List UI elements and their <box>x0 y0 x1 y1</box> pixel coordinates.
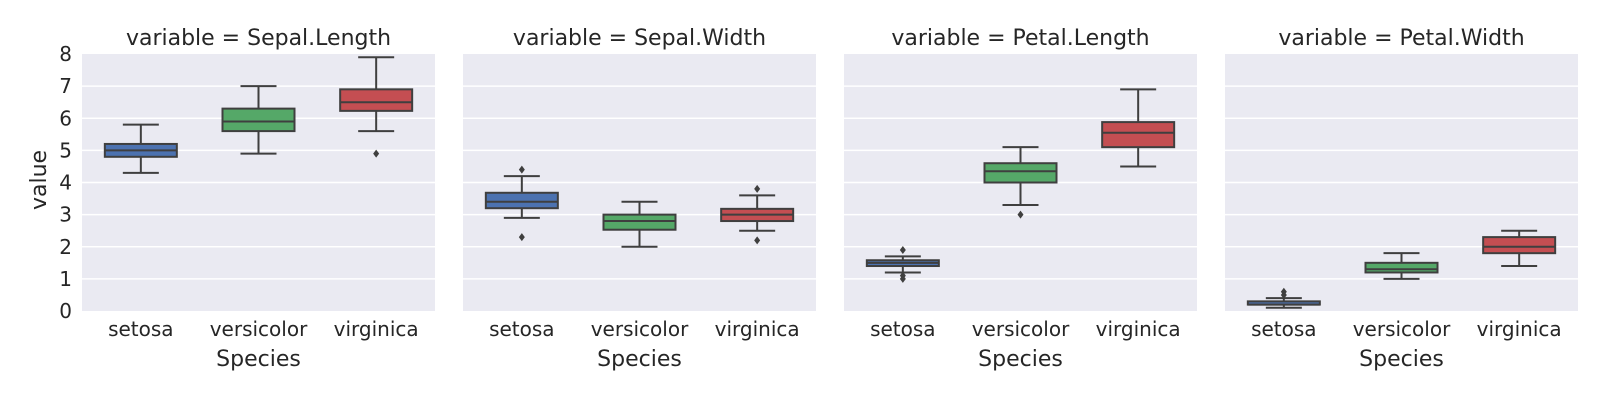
x-tick-label: versicolor <box>972 317 1070 341</box>
outlier-point <box>518 233 525 242</box>
y-tick-label: 7 <box>59 74 72 98</box>
facet-title: variable = Sepal.Length <box>126 26 391 51</box>
y-tick-label: 0 <box>59 299 72 323</box>
x-tick-label: versicolor <box>210 317 308 341</box>
outlier-point <box>899 274 906 283</box>
x-tick-label: versicolor <box>1353 317 1451 341</box>
x-tick-label: setosa <box>870 317 935 341</box>
box-iqr <box>484 191 559 210</box>
outlier-point <box>373 149 380 158</box>
outlier-point <box>899 245 906 254</box>
y-tick-label: 2 <box>59 235 72 259</box>
box-versicolor <box>1364 252 1439 280</box>
outlier-point <box>518 165 525 174</box>
outlier-point <box>1017 210 1024 219</box>
box-virginica <box>1482 229 1557 268</box>
outlier-point <box>754 184 761 193</box>
box-iqr <box>602 213 677 231</box>
y-tick-label: 8 <box>59 42 72 66</box>
box-setosa <box>865 245 940 283</box>
x-tick-label: versicolor <box>591 317 689 341</box>
box-iqr <box>983 162 1058 184</box>
box-setosa <box>103 123 178 174</box>
facet-panel: variable = Petal.Width setosa versicolor vi… <box>1225 26 1578 372</box>
facet-title: variable = Sepal.Width <box>513 26 766 51</box>
outlier-point <box>1280 287 1287 296</box>
box-versicolor <box>221 85 296 155</box>
facet-title: variable = Petal.Length <box>891 26 1149 51</box>
x-axis-label: Species <box>1359 347 1444 372</box>
facet-panel: variable = Petal.Length setosa versicolor v… <box>844 26 1197 372</box>
box-virginica <box>339 56 414 158</box>
facet-title: variable = Petal.Width <box>1278 26 1524 51</box>
x-tick-label: setosa <box>1251 317 1316 341</box>
box-versicolor <box>983 146 1058 219</box>
facet-panel: variable = Sepal.Width setosa versicolor vi… <box>463 26 816 372</box>
outlier-point <box>754 236 761 245</box>
box-versicolor <box>602 200 677 248</box>
box-iqr <box>221 107 296 133</box>
facet-panel: variable = Sepal.Length setosa versicolor v… <box>82 26 435 372</box>
x-tick-label: virginica <box>1096 317 1181 341</box>
y-tick-label: 6 <box>59 106 72 130</box>
x-tick-label: virginica <box>1477 317 1562 341</box>
x-tick-label: setosa <box>489 317 554 341</box>
x-tick-label: virginica <box>715 317 800 341</box>
y-tick-label: 5 <box>59 138 72 162</box>
y-axis-label: value <box>27 150 52 210</box>
y-axis: 0 1 2 3 4 5 6 7 8 <box>59 42 72 323</box>
box-iqr <box>339 88 414 112</box>
box-setosa <box>484 165 559 242</box>
y-tick-label: 4 <box>59 171 72 195</box>
box-virginica <box>720 184 795 245</box>
x-axis-label: Species <box>216 347 301 372</box>
box-setosa <box>1246 287 1321 309</box>
box-virginica <box>1101 88 1176 168</box>
y-tick-label: 1 <box>59 267 72 291</box>
x-tick-label: setosa <box>108 317 173 341</box>
x-axis-label: Species <box>597 347 682 372</box>
x-tick-label: virginica <box>334 317 419 341</box>
box-iqr <box>1364 261 1439 274</box>
y-tick-label: 3 <box>59 203 72 227</box>
x-axis-label: Species <box>978 347 1063 372</box>
box-iqr <box>1482 236 1557 255</box>
box-iqr <box>1101 121 1176 149</box>
